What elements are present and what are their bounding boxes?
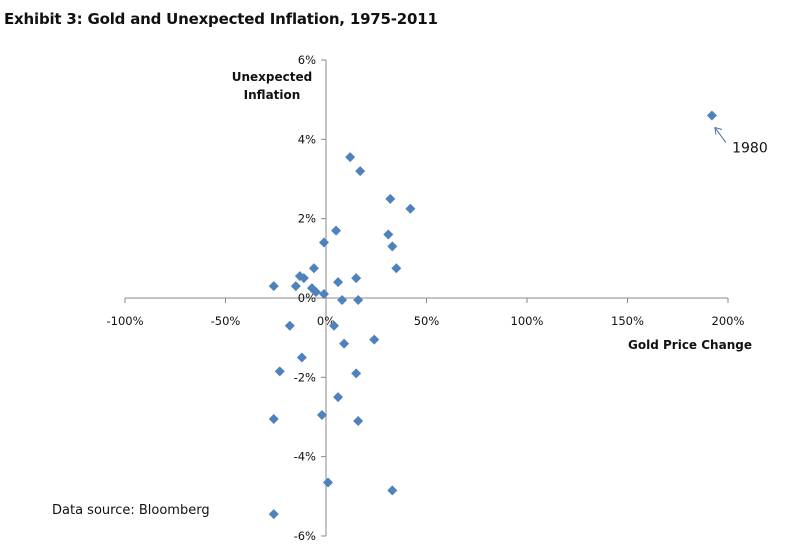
data-point xyxy=(387,485,398,496)
data-points xyxy=(268,110,717,520)
tick-labels: -100% -50% 0% 50% 100% 150% 200%6%4%2%0%-2%-4%… xyxy=(106,53,744,543)
y-tick-label: -2% xyxy=(294,370,316,384)
annotations: 1980 xyxy=(714,126,768,157)
data-point xyxy=(345,152,356,163)
y-axis-label-line-1: Unexpected xyxy=(232,70,312,84)
y-tick-label: 0% xyxy=(298,291,316,305)
data-point xyxy=(405,203,416,214)
x-tick-label: 150% xyxy=(611,314,644,328)
x-tick-label: 50% xyxy=(414,314,440,328)
data-point xyxy=(337,294,348,305)
data-point xyxy=(355,166,366,177)
data-point xyxy=(318,237,329,248)
data-point xyxy=(369,334,380,345)
data-point xyxy=(339,338,350,349)
data-point xyxy=(284,320,295,331)
data-point xyxy=(333,277,344,288)
data-point xyxy=(353,415,364,426)
data-point xyxy=(318,289,329,300)
y-tick-label: 6% xyxy=(298,53,316,67)
data-point xyxy=(333,392,344,403)
data-point xyxy=(351,368,362,379)
annotation-arrow-head xyxy=(714,126,723,135)
data-point xyxy=(268,281,279,292)
axis-labels: Unexpected Inflation Gold Price Change xyxy=(232,70,752,352)
data-source-note: Data source: Bloomberg xyxy=(52,503,210,518)
x-tick-label: 200% xyxy=(712,314,745,328)
data-point xyxy=(353,294,364,305)
chart-title: Exhibit 3: Gold and Unexpected Inflation… xyxy=(4,10,438,28)
data-point xyxy=(385,193,396,204)
data-point xyxy=(274,366,285,377)
x-tick-label: -50% xyxy=(211,314,241,328)
data-point xyxy=(706,110,717,121)
data-point xyxy=(296,352,307,363)
y-tick-label: -4% xyxy=(294,450,316,464)
data-point xyxy=(310,287,321,298)
data-point xyxy=(298,273,309,284)
x-tick-label: 100% xyxy=(511,314,544,328)
y-tick-label: -6% xyxy=(294,529,316,543)
x-tick-label: -100% xyxy=(106,314,143,328)
x-axis-label: Gold Price Change xyxy=(628,338,752,352)
axes xyxy=(124,59,729,537)
y-tick-label: 4% xyxy=(298,132,316,146)
data-point xyxy=(331,225,342,236)
data-point xyxy=(316,410,327,421)
annotation-label-1980: 1980 xyxy=(732,141,768,157)
data-point xyxy=(268,509,279,520)
y-axis-label-line-2: Inflation xyxy=(244,88,301,102)
data-point xyxy=(351,273,362,284)
y-tick-label: 2% xyxy=(298,212,316,226)
data-point xyxy=(268,413,279,424)
annotation-arrow-line xyxy=(714,127,727,143)
data-point xyxy=(391,263,402,274)
data-point xyxy=(383,229,394,240)
data-point xyxy=(329,320,340,331)
data-point xyxy=(308,263,319,274)
data-point xyxy=(323,477,334,488)
data-point xyxy=(387,241,398,252)
data-point xyxy=(290,281,301,292)
